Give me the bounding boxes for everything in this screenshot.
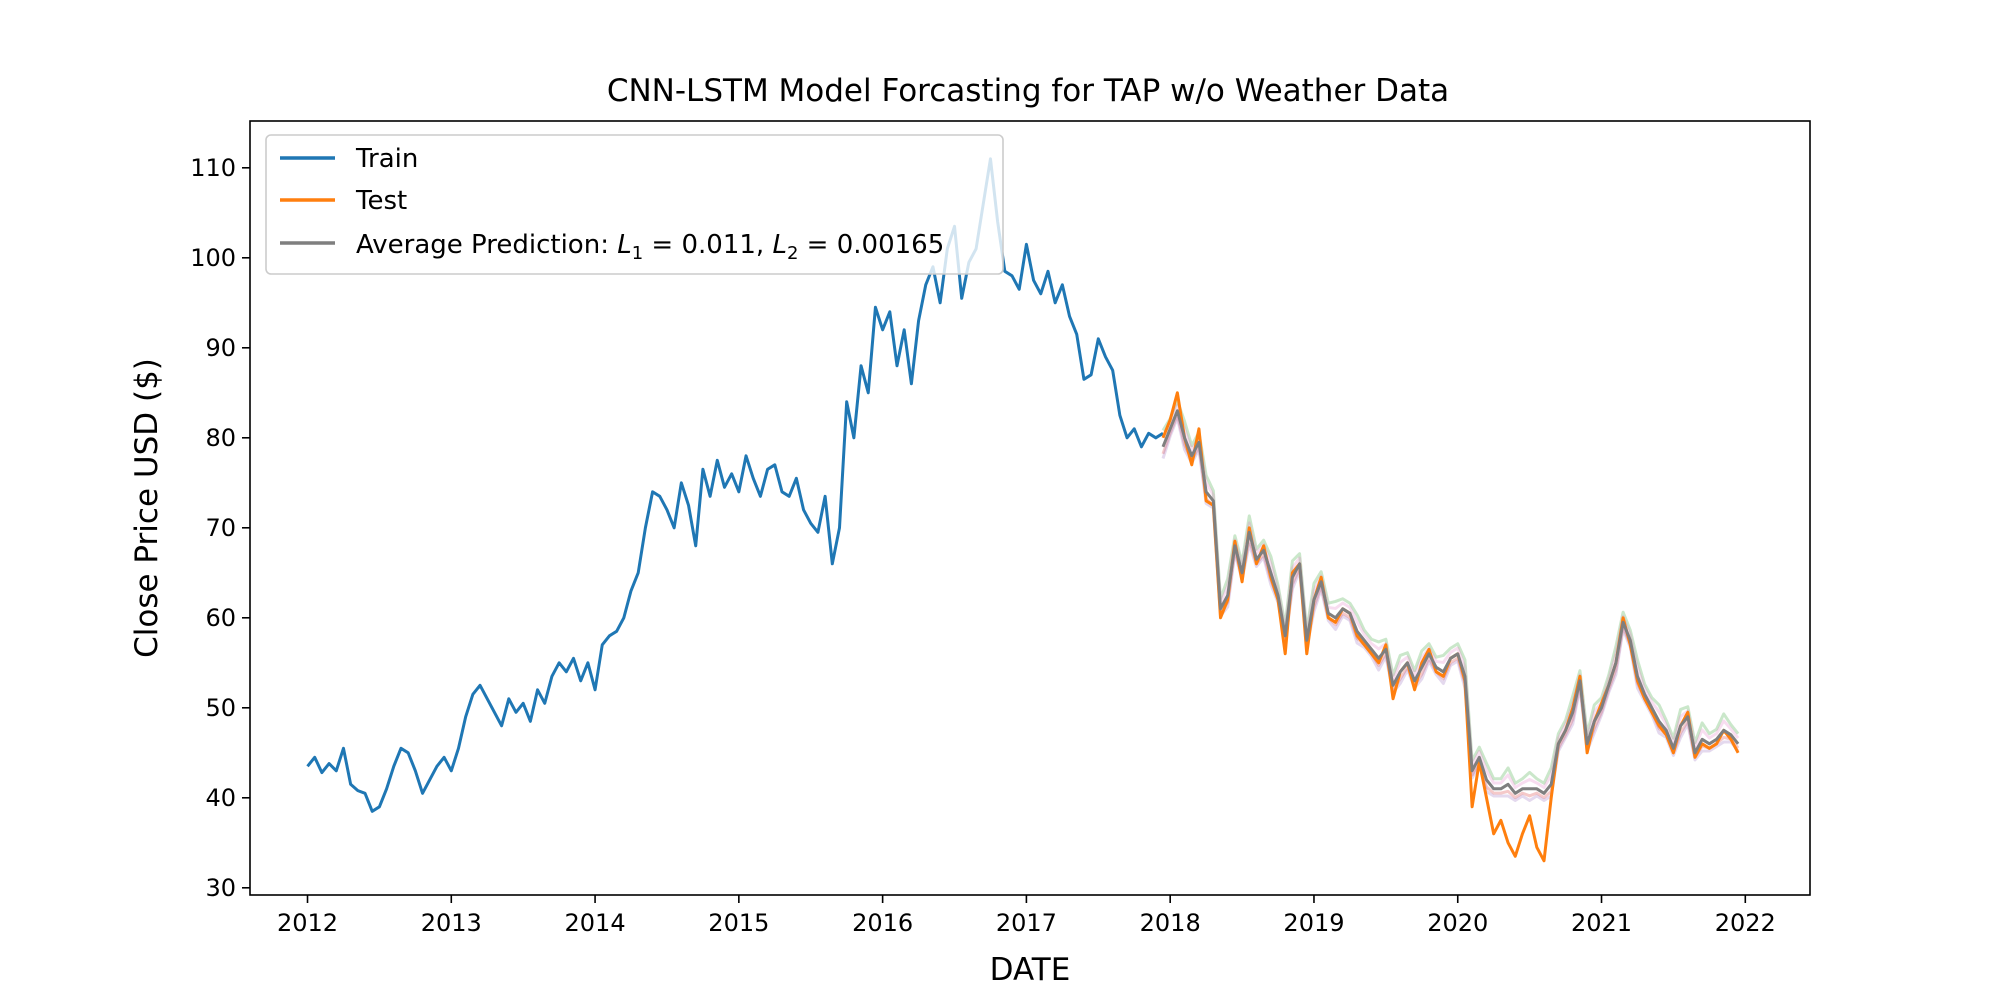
series-layer [306,157,1740,863]
y-tick-label: 50 [205,694,236,722]
x-tick-label: 2013 [421,909,482,937]
x-tick-label: 2019 [1283,909,1344,937]
x-axis-label: DATE [990,952,1071,988]
legend-avg-prefix: Average Prediction: [356,230,617,260]
y-tick-label: 90 [205,334,236,362]
legend-label-train: Train [355,144,418,174]
y-tick-label: 60 [205,604,236,632]
legend-box [265,134,1004,275]
prediction-run-line [1161,416,1740,802]
x-tick-label: 2022 [1715,909,1776,937]
y-axis-label: Close Price USD ($) [129,358,165,658]
x-tick-label: 2020 [1427,909,1488,937]
prediction-run-line [1161,399,1740,785]
x-tick-label: 2017 [996,909,1057,937]
legend-label-average-prediction: Average Prediction: L1 = 0.011, L2 = 0.0… [356,230,944,264]
legend-l1-value: = 0.011, [643,230,772,260]
x-tick-label: 2012 [277,909,338,937]
x-axis: 2012 2013 2014 2015 2016 2017 2018 2019 2020 2021… [277,895,1776,937]
legend-l2-sub: 2 [787,243,798,264]
y-tick-label: 70 [205,514,236,542]
legend-l1-sub: 1 [632,243,643,264]
legend-l1-symbol: L [617,230,632,260]
x-tick-label: 2018 [1140,909,1201,937]
y-tick-label: 40 [205,784,236,812]
legend-l2-value: = 0.00165 [798,230,944,260]
series-line-average-prediction [1161,409,1740,795]
legend: Train Test Average Prediction: L1 = 0.01… [265,134,1004,275]
plot-area [306,157,1740,863]
legend-label-test: Test [355,186,407,216]
y-tick-label: 30 [205,874,236,902]
y-axis: 30 40 50 60 70 80 90 100 110 [190,154,250,902]
y-tick-label: 100 [190,244,236,272]
x-tick-label: 2016 [852,909,913,937]
legend-l2-symbol: L [772,230,787,260]
chart-title: CNN-LSTM Model Forcasting for TAP w/o We… [607,73,1449,109]
x-tick-label: 2021 [1571,909,1632,937]
y-tick-label: 110 [190,154,236,182]
series-line-train [306,157,1164,813]
y-tick-label: 80 [205,424,236,452]
x-tick-label: 2014 [565,909,626,937]
plot-frame [249,120,1811,896]
x-tick-label: 2015 [708,909,769,937]
prediction-run-line [1161,403,1740,790]
